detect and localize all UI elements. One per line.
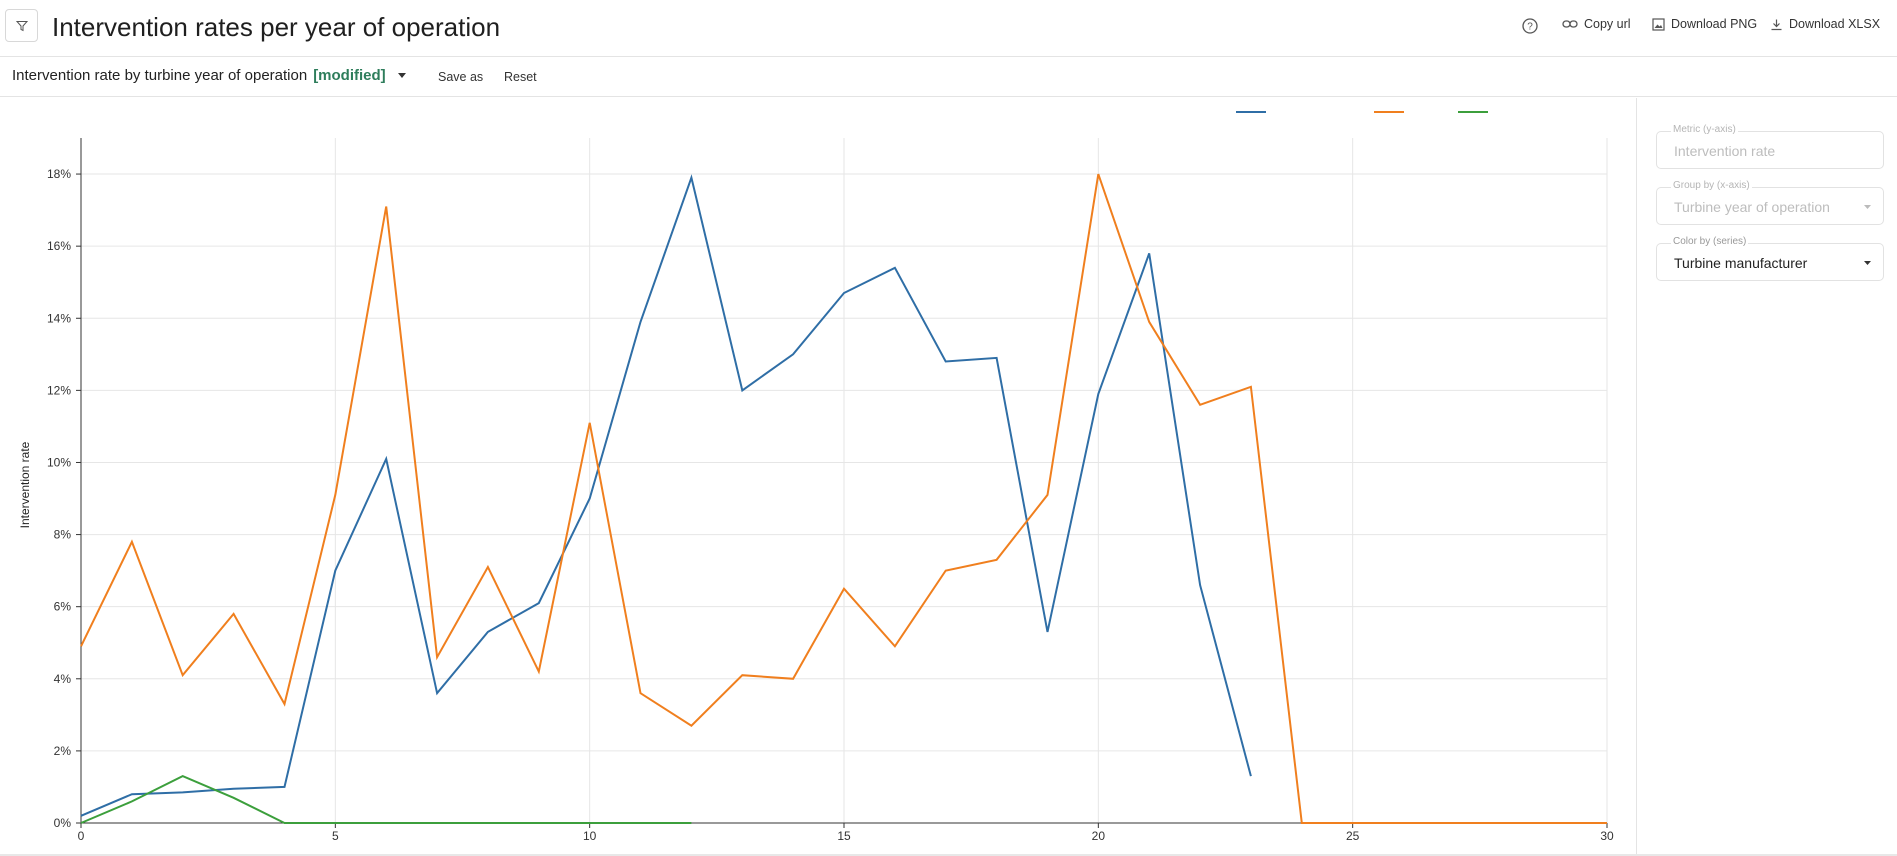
- caret-down-icon: [1864, 205, 1871, 209]
- copy-url-button[interactable]: Copy url: [1562, 17, 1631, 31]
- chart-settings-panel: Metric (y-axis) Intervention rate Group …: [1636, 98, 1897, 856]
- y-tick-label: 8%: [54, 528, 72, 542]
- x-tick-label: 25: [1346, 829, 1360, 843]
- color-by-label: Color by (series): [1671, 236, 1749, 247]
- chart-area: 0% 2% 4% 6% 8% 10% 12% 14% 16% 18% 0 5 10 15 20 25 30 In…: [0, 98, 1636, 856]
- y-tick-label: 2%: [54, 744, 72, 758]
- help-icon[interactable]: ?: [1521, 17, 1539, 35]
- bottom-divider: [0, 854, 1897, 856]
- save-as-button[interactable]: Save as: [438, 70, 484, 84]
- group-by-value: Turbine year of operation: [1674, 199, 1830, 215]
- x-tick-label: 20: [1092, 829, 1106, 843]
- copy-url-label: Copy url: [1584, 17, 1631, 31]
- series-line-2: [80, 173, 1607, 824]
- reset-button[interactable]: Reset: [504, 70, 537, 84]
- filter-icon: [15, 20, 28, 31]
- view-name: Intervention rate by turbine year of ope…: [12, 67, 308, 84]
- page-title: Intervention rates per year of operation: [52, 12, 501, 42]
- x-tick-label: 30: [1600, 829, 1614, 843]
- series-lines: [80, 173, 1607, 824]
- y-tick-label: 0%: [54, 816, 72, 830]
- x-tick-label: 15: [837, 829, 851, 843]
- x-tick-label: 0: [78, 829, 85, 843]
- line-chart: 0% 2% 4% 6% 8% 10% 12% 14% 16% 18% 0 5 10 15 20 25 30 In…: [18, 111, 1614, 843]
- download-icon: [1771, 19, 1782, 30]
- y-tick-label: 14%: [47, 311, 71, 325]
- y-tick-label: 6%: [54, 600, 72, 614]
- modified-badge: [modified]: [313, 67, 386, 84]
- x-tick-label: 5: [332, 829, 339, 843]
- y-axis-label: Intervention rate: [18, 441, 32, 528]
- header: Intervention rates per year of operation…: [0, 0, 1897, 57]
- grid: [81, 138, 1608, 823]
- caret-down-icon: [1864, 261, 1871, 265]
- y-tick-label: 12%: [47, 383, 71, 397]
- download-png-label: Download PNG: [1671, 17, 1758, 31]
- y-tick-label: 4%: [54, 672, 72, 686]
- axes: 0% 2% 4% 6% 8% 10% 12% 14% 16% 18% 0 5 10 15 20 25 30: [47, 138, 1614, 843]
- caret-down-icon: [397, 73, 406, 78]
- group-by-label: Group by (x-axis): [1671, 180, 1752, 191]
- link-icon: [1562, 20, 1578, 28]
- download-xlsx-label: Download XLSX: [1789, 17, 1881, 31]
- metric-value: Intervention rate: [1674, 143, 1776, 159]
- svg-text:?: ?: [1527, 22, 1533, 33]
- group-by-field: Group by (x-axis) Turbine year of operat…: [1656, 180, 1884, 225]
- download-xlsx-button[interactable]: Download XLSX: [1770, 17, 1880, 31]
- metric-field: Metric (y-axis) Intervention rate: [1656, 124, 1884, 169]
- filter-button[interactable]: [5, 9, 38, 42]
- y-tick-label: 16%: [47, 239, 71, 253]
- saved-view-select[interactable]: Intervention rate by turbine year of ope…: [12, 67, 406, 84]
- metric-label: Metric (y-axis): [1671, 124, 1738, 135]
- view-toolbar: Intervention rate by turbine year of ope…: [0, 57, 1897, 97]
- series-line-3: [80, 774, 692, 824]
- color-by-value: Turbine manufacturer: [1674, 255, 1808, 271]
- y-tick-label: 10%: [47, 455, 71, 469]
- series-line-1: [80, 174, 1252, 817]
- x-tick-label: 10: [583, 829, 597, 843]
- download-png-button[interactable]: Download PNG: [1652, 17, 1757, 31]
- image-icon: [1652, 17, 1665, 31]
- y-tick-label: 18%: [47, 167, 71, 181]
- color-by-select[interactable]: Color by (series) Turbine manufacturer: [1656, 236, 1884, 281]
